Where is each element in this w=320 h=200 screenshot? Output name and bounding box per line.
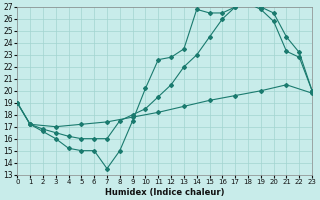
X-axis label: Humidex (Indice chaleur): Humidex (Indice chaleur) (105, 188, 224, 197)
